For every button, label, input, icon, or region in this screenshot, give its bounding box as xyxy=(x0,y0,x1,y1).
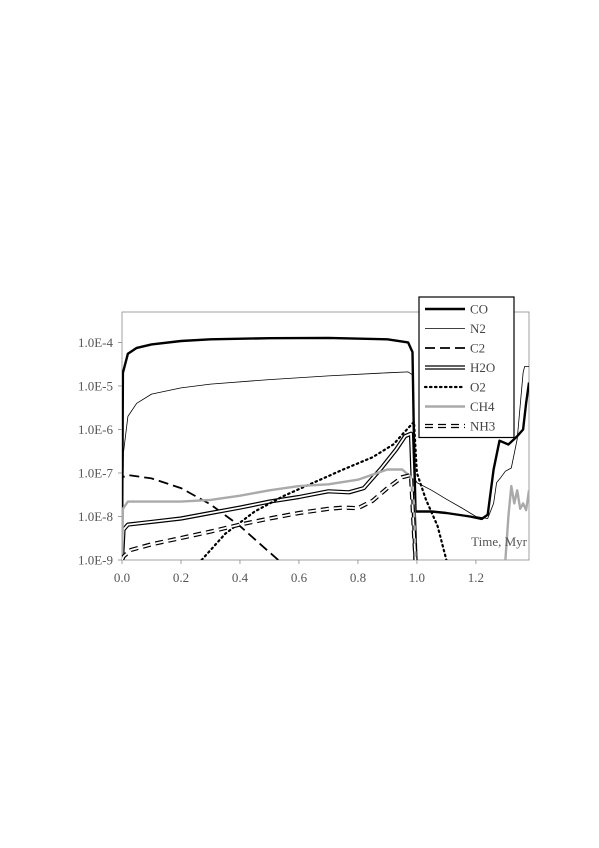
x-tick-label: 0.2 xyxy=(173,570,189,585)
legend-label-n2: N2 xyxy=(470,321,486,336)
x-tick-label: 1.0 xyxy=(409,570,425,585)
legend-label-c2: C2 xyxy=(470,341,485,356)
y-tick-label: 1.0E-7 xyxy=(78,465,114,480)
x-tick-label: 0.8 xyxy=(350,570,366,585)
legend-label-co: CO xyxy=(470,302,488,317)
legend-label-h2o: H2O xyxy=(470,360,495,375)
legend: CO N2 C2 H2O O2 CH4 NH3 xyxy=(419,297,514,438)
legend-label-ch4: CH4 xyxy=(470,399,495,414)
y-tick-label: 1.0E-6 xyxy=(78,422,114,437)
legend-label-nh3: NH3 xyxy=(470,419,495,434)
x-axis-title: Time, Myr xyxy=(471,534,528,549)
x-tick-label: 1.2 xyxy=(468,570,484,585)
y-tick-label: 1.0E-5 xyxy=(78,378,113,393)
legend-label-o2: O2 xyxy=(470,380,486,395)
y-tick-label: 1.0E-4 xyxy=(78,335,114,350)
x-tick-label: 0.0 xyxy=(114,570,130,585)
y-tick-label: 1.0E-9 xyxy=(78,553,113,568)
y-tick-label: 1.0E-8 xyxy=(78,509,113,524)
x-tick-label: 0.4 xyxy=(232,570,249,585)
x-tick-label: 0.6 xyxy=(291,570,308,585)
